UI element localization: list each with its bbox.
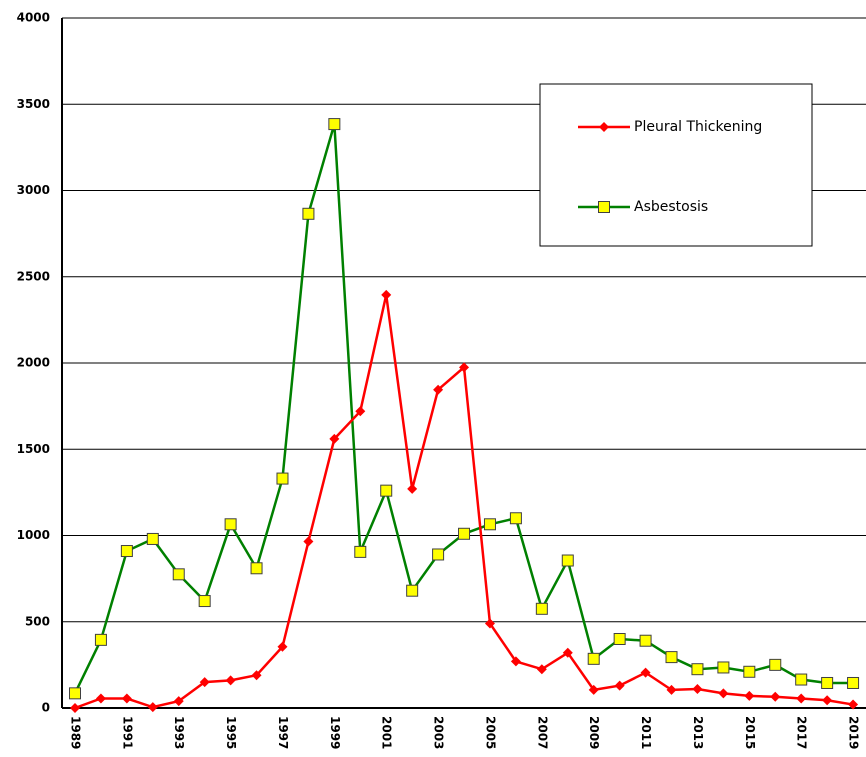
data-point [199, 677, 210, 688]
data-point [770, 691, 781, 702]
y-tick-label: 4000 [17, 11, 50, 25]
data-point [744, 690, 755, 701]
data-point [121, 693, 132, 704]
data-point [847, 676, 860, 689]
y-tick-label: 1000 [17, 528, 50, 542]
data-point [795, 673, 808, 686]
data-point [432, 548, 445, 561]
data-point [691, 663, 704, 676]
x-tick-label: 2003 [432, 716, 446, 749]
data-point [381, 289, 392, 300]
legend-label: Pleural Thickening [634, 119, 762, 135]
x-tick-label: 1997 [276, 716, 290, 749]
data-point [640, 667, 651, 678]
data-point [172, 568, 185, 581]
data-point [147, 702, 158, 713]
data-point [355, 406, 366, 417]
data-point [95, 693, 106, 704]
data-point [848, 699, 859, 710]
y-tick-label: 3000 [17, 183, 50, 197]
x-tick-label: 2015 [743, 716, 757, 749]
x-tick-label: 1999 [328, 716, 342, 749]
data-point [639, 634, 652, 647]
data-point [69, 687, 81, 700]
legend: Pleural Thickening Asbestosis [539, 83, 813, 247]
data-point [303, 536, 314, 547]
data-point [665, 651, 678, 664]
data-point [70, 703, 80, 713]
data-point [822, 695, 833, 706]
data-point [536, 664, 547, 675]
x-tick-label: 1993 [172, 716, 186, 749]
data-point [613, 633, 626, 645]
data-point [717, 661, 730, 674]
legend-label: Asbestosis [634, 199, 708, 215]
data-point [796, 693, 807, 704]
x-tick-label: 2011 [639, 716, 653, 749]
x-tick-label: 2019 [847, 716, 861, 749]
data-point [198, 595, 211, 608]
data-point [692, 684, 703, 695]
y-tick-label: 500 [25, 614, 50, 628]
data-point [587, 652, 600, 665]
data-point [509, 512, 522, 525]
data-point [484, 618, 495, 629]
data-point [614, 680, 625, 691]
data-point [277, 641, 288, 652]
data-point [666, 684, 677, 695]
data-point [459, 362, 470, 373]
x-tick-label: 2001 [380, 716, 394, 749]
y-tick-label: 2500 [17, 269, 50, 283]
x-tick-label: 2007 [535, 716, 549, 749]
data-point [743, 665, 756, 678]
x-tick-label: 1995 [224, 716, 238, 749]
data-point [173, 696, 184, 707]
data-point [224, 518, 237, 531]
y-tick-label: 0 [42, 701, 50, 715]
data-point [225, 675, 236, 686]
data-point [146, 532, 159, 545]
data-point [433, 384, 444, 395]
data-point [588, 684, 599, 695]
legend-box [539, 83, 813, 247]
x-tick-label: 2017 [795, 716, 809, 749]
data-point [94, 633, 107, 646]
x-tick-label: 2009 [587, 716, 601, 749]
data-point [276, 472, 289, 485]
x-tick-label: 2005 [483, 716, 497, 749]
data-point [251, 670, 262, 681]
data-point [483, 518, 496, 531]
y-tick-label: 3500 [17, 97, 50, 111]
data-point [562, 647, 573, 658]
data-point [302, 207, 315, 220]
y-tick-label: 2000 [17, 356, 50, 370]
x-tick-label: 1991 [120, 716, 134, 749]
data-point [769, 658, 782, 671]
data-point [120, 545, 133, 558]
data-point [407, 483, 418, 494]
data-point [561, 554, 574, 567]
data-point [354, 545, 367, 558]
legend-marker [599, 122, 609, 132]
data-point [380, 484, 393, 497]
data-point [328, 118, 341, 131]
data-point [406, 584, 419, 597]
data-point [510, 656, 521, 667]
x-tick-label: 1989 [69, 716, 83, 749]
legend-marker [598, 201, 610, 213]
data-point [718, 688, 729, 699]
y-tick-label: 1500 [17, 442, 50, 456]
data-point [329, 433, 340, 444]
series-line [74, 294, 854, 710]
data-point [458, 527, 471, 540]
x-tick-label: 2013 [691, 716, 705, 749]
data-point [821, 676, 834, 689]
data-point [250, 562, 263, 575]
data-point [535, 602, 548, 615]
